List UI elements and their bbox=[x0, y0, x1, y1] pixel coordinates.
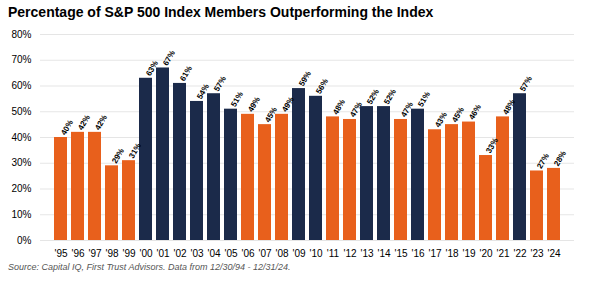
svg-text:45%: 45% bbox=[450, 106, 466, 124]
svg-text:'17: '17 bbox=[428, 248, 441, 259]
svg-text:28%: 28% bbox=[552, 149, 568, 167]
svg-text:47%: 47% bbox=[348, 100, 364, 118]
svg-text:52%: 52% bbox=[382, 88, 398, 106]
svg-text:'98: '98 bbox=[105, 248, 118, 259]
svg-text:52%: 52% bbox=[365, 88, 381, 106]
svg-text:47%: 47% bbox=[399, 100, 415, 118]
html-text:Source: Capital IQ, First Trus: Source: Capital IQ, First Trust Advisors… bbox=[8, 262, 291, 272]
svg-text:48%: 48% bbox=[331, 98, 347, 116]
svg-text:'99: '99 bbox=[122, 248, 135, 259]
svg-text:60%: 60% bbox=[11, 80, 31, 91]
svg-text:'08: '08 bbox=[275, 248, 288, 259]
svg-text:42%: 42% bbox=[93, 113, 109, 131]
svg-text:51%: 51% bbox=[416, 90, 432, 108]
svg-text:'06: '06 bbox=[241, 248, 254, 259]
svg-text:49%: 49% bbox=[246, 95, 262, 113]
svg-text:67%: 67% bbox=[161, 49, 177, 67]
svg-text:'09: '09 bbox=[292, 248, 305, 259]
svg-text:'20: '20 bbox=[479, 248, 492, 259]
svg-text:'15: '15 bbox=[394, 248, 407, 259]
svg-text:49%: 49% bbox=[280, 95, 296, 113]
svg-text:45%: 45% bbox=[263, 106, 279, 124]
svg-text:42%: 42% bbox=[76, 113, 92, 131]
svg-text:'19: '19 bbox=[462, 248, 475, 259]
svg-text:'02: '02 bbox=[173, 248, 186, 259]
svg-text:10%: 10% bbox=[11, 209, 31, 220]
svg-text:63%: 63% bbox=[144, 59, 160, 77]
svg-text:80%: 80% bbox=[11, 29, 31, 40]
html-text:Percentage of S&P 500 Index Me: Percentage of S&P 500 Index Members Outp… bbox=[8, 4, 434, 20]
svg-text:56%: 56% bbox=[314, 77, 330, 95]
svg-text:'23: '23 bbox=[530, 248, 543, 259]
svg-text:'14: '14 bbox=[377, 248, 390, 259]
svg-text:'10: '10 bbox=[309, 248, 322, 259]
svg-text:43%: 43% bbox=[433, 111, 449, 129]
svg-text:57%: 57% bbox=[212, 75, 228, 93]
svg-text:29%: 29% bbox=[110, 147, 126, 165]
svg-text:'96: '96 bbox=[71, 248, 84, 259]
svg-text:46%: 46% bbox=[467, 103, 483, 121]
svg-text:51%: 51% bbox=[229, 90, 245, 108]
svg-text:'03: '03 bbox=[190, 248, 203, 259]
svg-text:'05: '05 bbox=[224, 248, 237, 259]
svg-text:'97: '97 bbox=[88, 248, 101, 259]
svg-text:'12: '12 bbox=[343, 248, 356, 259]
svg-text:'13: '13 bbox=[360, 248, 373, 259]
svg-text:61%: 61% bbox=[178, 64, 194, 82]
svg-text:59%: 59% bbox=[297, 69, 313, 87]
svg-text:'01: '01 bbox=[156, 248, 169, 259]
svg-text:'22: '22 bbox=[513, 248, 526, 259]
svg-text:30%: 30% bbox=[11, 157, 31, 168]
svg-text:31%: 31% bbox=[127, 142, 143, 160]
svg-text:40%: 40% bbox=[59, 118, 75, 136]
svg-text:'07: '07 bbox=[258, 248, 271, 259]
svg-text:20%: 20% bbox=[11, 183, 31, 194]
svg-text:'95: '95 bbox=[54, 248, 67, 259]
svg-text:27%: 27% bbox=[535, 152, 551, 170]
svg-text:57%: 57% bbox=[518, 75, 534, 93]
svg-text:'21: '21 bbox=[496, 248, 509, 259]
svg-text:70%: 70% bbox=[11, 54, 31, 65]
svg-text:'16: '16 bbox=[411, 248, 424, 259]
svg-text:'11: '11 bbox=[327, 248, 340, 259]
svg-text:'04: '04 bbox=[207, 248, 220, 259]
svg-text:40%: 40% bbox=[11, 132, 31, 143]
svg-text:50%: 50% bbox=[11, 106, 31, 117]
svg-text:0%: 0% bbox=[17, 235, 32, 246]
svg-text:54%: 54% bbox=[195, 82, 211, 100]
svg-text:48%: 48% bbox=[501, 98, 517, 116]
svg-text:'24: '24 bbox=[547, 248, 560, 259]
svg-text:33%: 33% bbox=[484, 136, 500, 154]
svg-text:'00: '00 bbox=[139, 248, 152, 259]
svg-text:'18: '18 bbox=[445, 248, 458, 259]
